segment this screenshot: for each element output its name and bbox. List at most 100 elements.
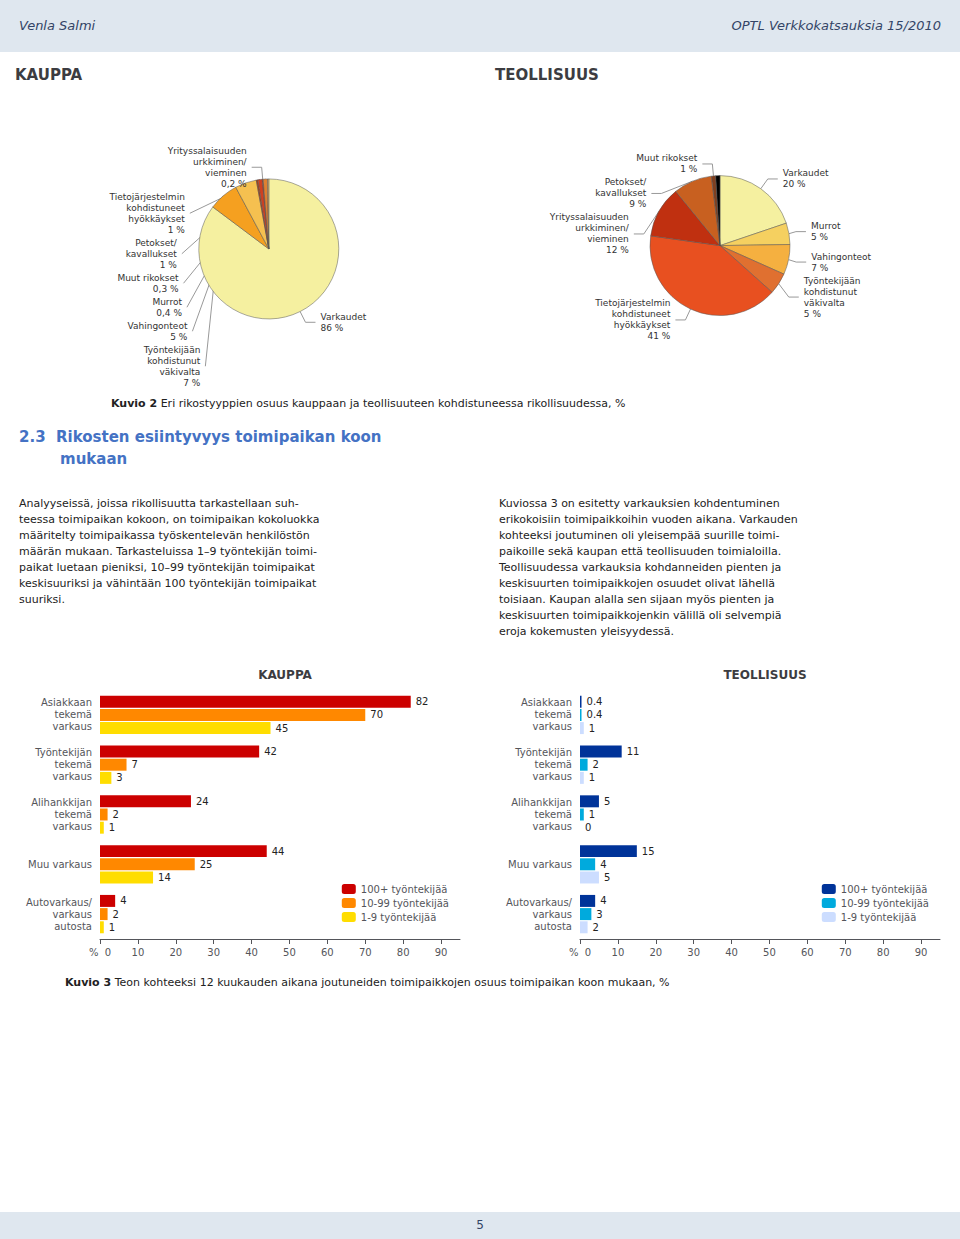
svg-text:0.4: 0.4 (587, 696, 603, 707)
svg-text:7 %: 7 % (811, 263, 829, 273)
svg-text:Autovarkaus/: Autovarkaus/ (506, 897, 573, 908)
svg-text:1-9 työntekijää: 1-9 työntekijää (841, 912, 916, 923)
svg-text:Muut rikokset: Muut rikokset (636, 153, 698, 163)
svg-text:4: 4 (120, 895, 126, 906)
svg-text:1: 1 (109, 922, 115, 933)
svg-text:80: 80 (877, 947, 890, 958)
svg-text:5 %: 5 % (804, 309, 822, 319)
svg-text:7 %: 7 % (183, 378, 201, 388)
svg-text:70: 70 (370, 709, 383, 720)
svg-text:Petokset/: Petokset/ (135, 238, 178, 248)
svg-text:20: 20 (649, 947, 662, 958)
svg-text:KAUPPA: KAUPPA (15, 66, 83, 84)
svg-text:Petokset/: Petokset/ (605, 177, 648, 187)
svg-text:5 %: 5 % (811, 232, 829, 242)
svg-text:10-99 työntekijää: 10-99 työntekijää (841, 898, 929, 909)
svg-text:44: 44 (272, 846, 285, 857)
svg-text:42: 42 (264, 746, 277, 757)
svg-text:Murrot: Murrot (152, 297, 182, 307)
svg-text:25: 25 (200, 859, 213, 870)
svg-text:90: 90 (435, 947, 448, 958)
svg-text:1: 1 (589, 809, 595, 820)
svg-text:Vahingonteot: Vahingonteot (811, 252, 871, 262)
svg-text:Autovarkaus/: Autovarkaus/ (26, 897, 93, 908)
svg-text:20: 20 (169, 947, 182, 958)
svg-text:Yrityssalaisuuden: Yrityssalaisuuden (167, 146, 247, 156)
svg-text:2: 2 (593, 759, 599, 770)
svg-text:Muut rikokset: Muut rikokset (117, 273, 179, 283)
svg-text:Yrityssalaisuuden: Yrityssalaisuuden (549, 212, 629, 222)
svg-text:% 0: % 0 (569, 947, 591, 958)
svg-text:Asiakkaan: Asiakkaan (41, 697, 92, 708)
svg-text:0,4 %: 0,4 % (156, 308, 182, 318)
svg-text:tekemä: tekemä (54, 809, 92, 820)
svg-text:Asiakkaan: Asiakkaan (521, 697, 572, 708)
svg-text:Työntekijän: Työntekijän (34, 747, 92, 758)
svg-text:7: 7 (132, 759, 138, 770)
svg-text:50: 50 (763, 947, 776, 958)
svg-text:urkkiminen/: urkkiminen/ (193, 157, 248, 167)
svg-text:% 0: % 0 (89, 947, 111, 958)
svg-text:5: 5 (604, 796, 610, 807)
svg-text:varkaus: varkaus (53, 909, 92, 920)
svg-text:50: 50 (283, 947, 296, 958)
svg-text:40: 40 (725, 947, 738, 958)
svg-text:3: 3 (596, 909, 602, 920)
svg-text:varkaus: varkaus (53, 821, 92, 832)
svg-text:Murrot: Murrot (811, 221, 841, 231)
svg-text:varkaus: varkaus (533, 909, 572, 920)
svg-text:14: 14 (158, 872, 171, 883)
svg-text:1: 1 (589, 723, 595, 734)
svg-text:kohdistunut: kohdistunut (804, 287, 858, 297)
svg-text:Tietojärjestelmin: Tietojärjestelmin (594, 298, 670, 308)
svg-text:60: 60 (801, 947, 814, 958)
svg-text:1 %: 1 % (168, 225, 186, 235)
svg-text:tekemä: tekemä (54, 759, 92, 770)
svg-text:varkaus: varkaus (533, 771, 572, 782)
svg-text:tekemä: tekemä (54, 709, 92, 720)
svg-text:TEOLLISUUS: TEOLLISUUS (495, 66, 599, 84)
svg-text:väkivalta: väkivalta (159, 367, 200, 377)
svg-text:2: 2 (113, 809, 119, 820)
svg-text:86 %: 86 % (320, 323, 343, 333)
svg-text:kavallukset: kavallukset (126, 249, 178, 259)
svg-text:kohdistunut: kohdistunut (147, 356, 201, 366)
svg-text:30: 30 (687, 947, 700, 958)
svg-text:2: 2 (113, 909, 119, 920)
svg-text:Vahingonteot: Vahingonteot (128, 321, 188, 331)
svg-text:100+ työntekijää: 100+ työntekijää (361, 884, 448, 895)
svg-text:90: 90 (915, 947, 928, 958)
svg-text:hyökkäykset: hyökkäykset (614, 320, 671, 330)
svg-text:0,3 %: 0,3 % (153, 284, 179, 294)
svg-text:12 %: 12 % (606, 245, 629, 255)
svg-text:60: 60 (321, 947, 334, 958)
svg-text:9 %: 9 % (629, 199, 647, 209)
svg-text:4: 4 (600, 859, 606, 870)
svg-text:10: 10 (612, 947, 625, 958)
svg-text:70: 70 (839, 947, 852, 958)
svg-text:1: 1 (109, 822, 115, 833)
svg-text:Työntekijään: Työntekijään (143, 345, 201, 355)
svg-text:Tietojärjestelmin: Tietojärjestelmin (109, 192, 185, 202)
svg-text:4: 4 (600, 895, 606, 906)
svg-text:30: 30 (207, 947, 220, 958)
svg-text:40: 40 (245, 947, 258, 958)
svg-text:varkaus: varkaus (53, 771, 92, 782)
svg-text:Muu varkaus: Muu varkaus (508, 859, 572, 870)
svg-text:KAUPPA: KAUPPA (258, 668, 312, 682)
svg-text:kohdistuneet: kohdistuneet (612, 309, 671, 319)
svg-text:kohdistuneet: kohdistuneet (126, 203, 185, 213)
svg-text:TEOLLISUUS: TEOLLISUUS (723, 668, 806, 682)
svg-text:1 %: 1 % (680, 164, 698, 174)
svg-text:Työntekijään: Työntekijään (803, 276, 861, 286)
svg-text:autosta: autosta (534, 921, 572, 932)
svg-text:tekemä: tekemä (534, 759, 572, 770)
svg-text:100+ työntekijää: 100+ työntekijää (841, 884, 928, 895)
svg-text:vieminen: vieminen (205, 168, 247, 178)
svg-text:80: 80 (397, 947, 410, 958)
svg-text:tekemä: tekemä (534, 709, 572, 720)
svg-text:vieminen: vieminen (587, 234, 629, 244)
svg-text:Muu varkaus: Muu varkaus (28, 859, 92, 870)
svg-text:11: 11 (627, 746, 640, 757)
svg-text:1-9 työntekijää: 1-9 työntekijää (361, 912, 436, 923)
